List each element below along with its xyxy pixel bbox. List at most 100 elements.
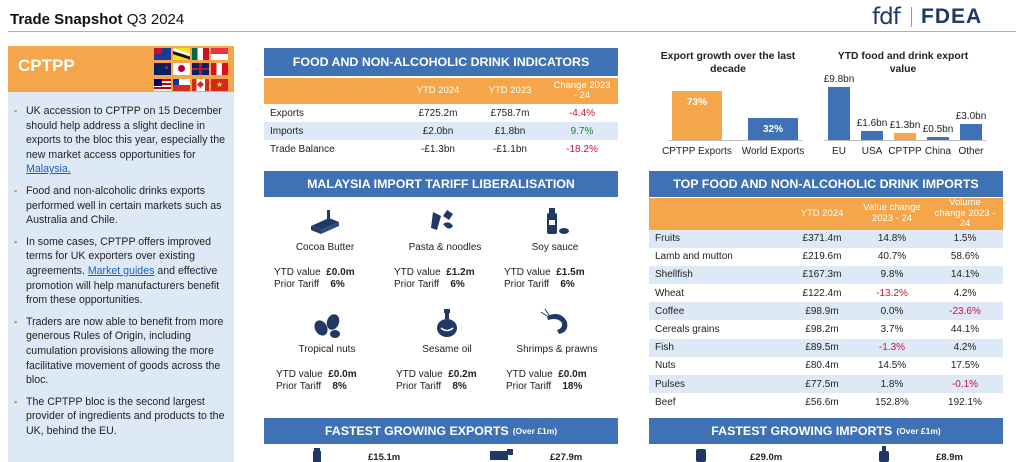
fastest-imports-header: FASTEST GROWING IMPORTS (Over £1m) [649,418,1003,444]
pasta-icon [431,210,453,230]
table-cell: £371.4m [787,229,857,248]
table-cell: Fruits [649,229,787,248]
australia-flag-icon [154,48,171,60]
list-item: The CPTPP bloc is the second largest pro… [14,395,228,439]
chart-axis [824,140,986,141]
table-header-cell: YTD 2023 [474,78,546,104]
mexico-flag-icon [192,48,209,60]
table-cell: £89.5m [787,338,857,357]
chart-bar [748,118,798,140]
list-item: UK accession to CPTPP on 15 December sho… [14,104,228,177]
table-cell: 14.8% [857,229,927,248]
jar-icon [696,449,706,462]
chart-axis [668,140,802,141]
logo-divider [911,7,912,27]
chart-bar [828,87,850,140]
chart-bar [894,132,916,140]
soy-sauce-icon [547,208,569,234]
vietnam-flag-icon: ★ [211,78,228,91]
chart-bar [861,131,883,140]
table-cell: 3.7% [857,320,927,339]
table-row: Cereals grains £98.2m 3.7% 44.1% [649,320,1003,339]
table-cell: -13.2% [857,284,927,303]
table-cell: 44.1% [927,320,1003,339]
bar-value-label: £0.5bn [922,124,954,136]
brunei-flag-icon [173,48,190,60]
table-cell: Shellfish [649,265,787,285]
table-cell: 4.2% [927,338,1003,357]
fastest-import-value: £29.0m [750,452,783,462]
bar-value-label: £9.8bn [823,74,855,86]
cow-icon [490,449,513,460]
table-header-cell [264,78,402,104]
category-label: Other [958,146,984,157]
header-rule [8,31,1016,32]
table-header-row: YTD 2024 YTD 2023 Change 2023 - 24 [264,78,618,104]
table-cell: -0.1% [927,375,1003,394]
table-cell: 14.5% [857,356,927,375]
canada-flag-icon [192,78,209,91]
uk-flag-icon [192,63,209,76]
table-cell: -1.3% [857,338,927,357]
table-cell: £98.9m [787,302,857,321]
table-header-row: YTD 2024 Value change 2023 - 24 Volume c… [649,197,1003,230]
table-row: Nuts £80.4m 14.5% 17.5% [649,356,1003,375]
singapore-flag-icon [211,48,228,60]
table-row: Fish £89.5m -1.3% 4.2% [649,338,1003,357]
bottle-icon [879,446,889,462]
table-cell: Pulses [649,375,787,394]
table-cell: 17.5% [927,356,1003,375]
fdf-logo: fdf [872,4,901,30]
table-cell: £98.2m [787,320,857,339]
table-row: Lamb and mutton £219.6m 40.7% 58.6% [649,247,1003,266]
table-row: Fruits £371.4m 14.8% 1.5% [649,229,1003,248]
table-cell: 152.8% [857,393,927,412]
table-row: Coffee £98.9m 0.0% -23.6% [649,302,1003,321]
japan-flag-icon [173,63,190,76]
tariff-tile-shrimps: Shrimps & prawns YTD value £0.0m Prior Ta… [502,308,612,393]
category-label: China [924,146,952,157]
table-header-cell: YTD 2024 [402,78,474,104]
category-label: CPTPP Exports [662,146,732,157]
cptpp-header: CPTPP ★ [8,46,234,92]
oil-bottle-icon [437,309,457,337]
table-cell: 1.8% [857,375,927,394]
category-label: USA [861,146,883,157]
tariff-tile-sesame-oil: Sesame oil YTD value £0.2m Prior Tariff 8… [392,308,502,393]
nuts-icon [314,314,340,338]
top-imports-table: YTD 2024 Value change 2023 - 24 Volume c… [649,197,1003,412]
table-cell: Lamb and mutton [649,247,787,266]
peru-flag-icon [211,63,228,76]
table-cell: £219.6m [787,247,857,266]
table-cell: Fish [649,338,787,357]
table-row: Wheat £122.4m -13.2% 4.2% [649,284,1003,303]
chart-title: YTD food and drink export value [837,51,969,75]
malaysia-flag-icon [154,78,171,91]
table-cell: £167.3m [787,265,857,285]
table-cell: Wheat [649,284,787,303]
cptpp-bullets: UK accession to CPTPP on 15 December sho… [14,104,228,445]
list-item: Food and non-alcoholic drinks exports pe… [14,184,228,228]
table-cell: 0.0% [857,302,927,321]
bar-value-label: £1.3bn [889,119,921,131]
table-cell: Coffee [649,302,787,321]
bottle-icon [313,448,321,462]
table-header-cell: Change 2023 - 24 [546,78,618,104]
fastest-exports-header: FASTEST GROWING EXPORTS (Over £1m) [264,418,618,444]
fastest-export-value: £15.1m [368,452,401,462]
bar-value-label: £3.0bn [955,110,987,122]
table-cell: 192.1% [927,393,1003,412]
shrimp-icon [540,308,568,334]
category-label: EU [832,146,846,157]
new-zealand-flag-icon [154,63,171,76]
table-cell: £122.4m [787,284,857,303]
malaysia-link[interactable]: Malaysia. [26,163,71,176]
member-flags: ★ [154,48,232,92]
tariff-tile-tropical-nuts: Tropical nuts YTD value £0.0m Prior Tarif… [272,308,382,393]
list-item: Traders are now able to benefit from mor… [14,315,228,388]
table-cell: -23.6% [927,302,1003,321]
tariff-header: MALAYSIA IMPORT TARIFF LIBERALISATION [264,171,618,197]
table-cell: Cereals grains [649,320,787,339]
market-guides-link[interactable]: Market guides [87,264,155,277]
table-cell: 1.5% [927,229,1003,248]
